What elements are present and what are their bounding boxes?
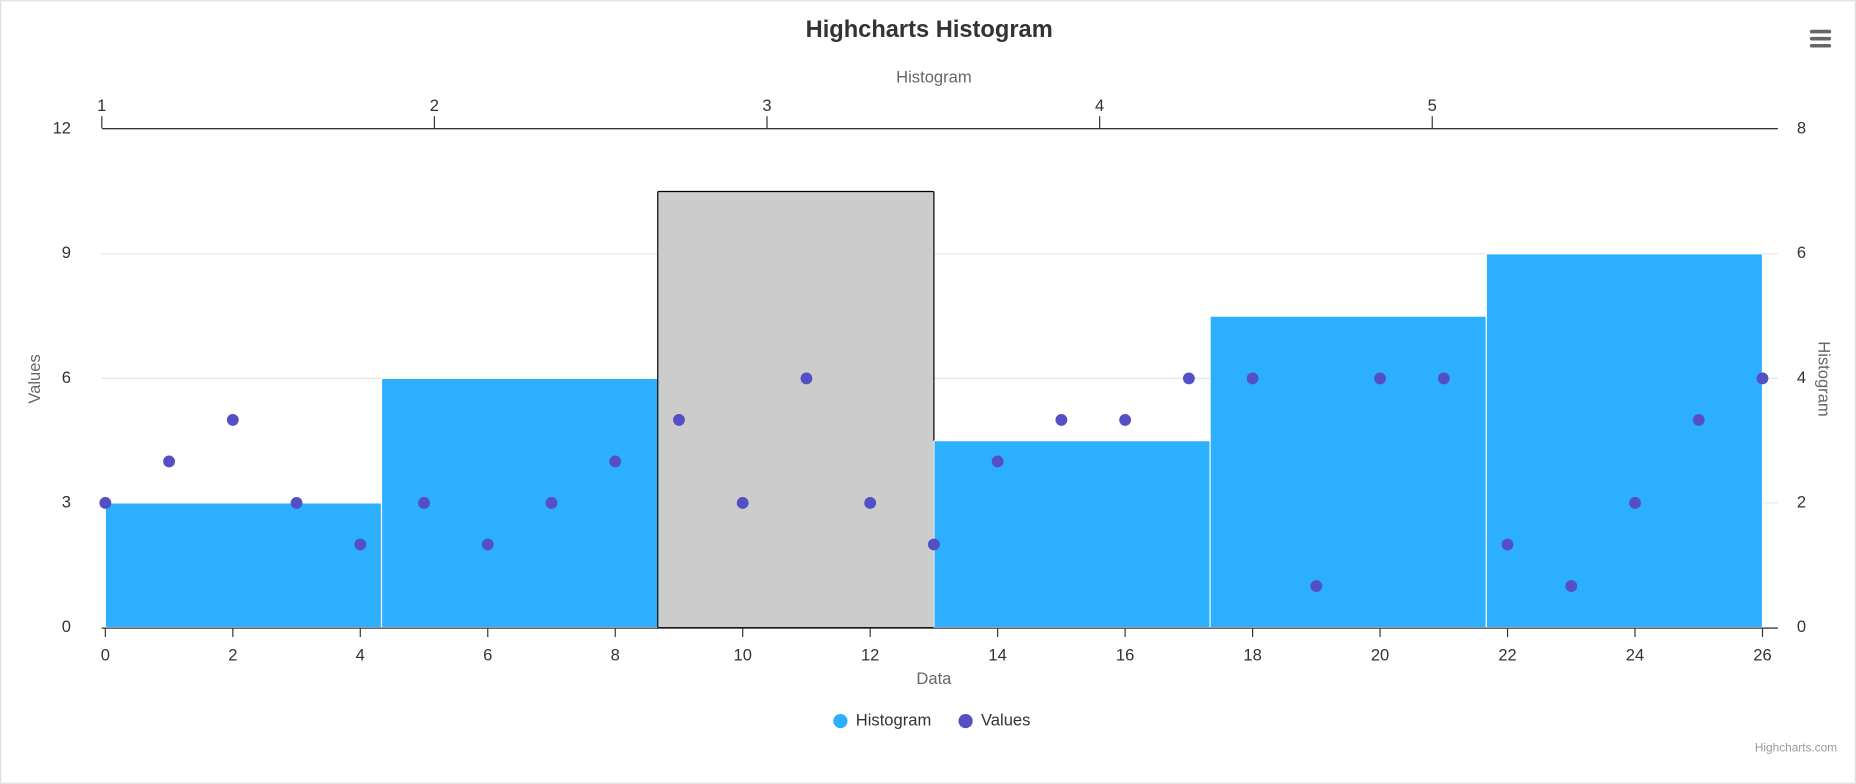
x-tick-label: 0 (101, 645, 110, 664)
histogram-bar[interactable] (104, 502, 383, 629)
x-tick-label: 14 (988, 645, 1006, 664)
x-tick-label: 10 (733, 645, 751, 664)
scatter-point[interactable] (163, 455, 176, 468)
scatter-point[interactable] (354, 538, 367, 551)
scatter-point[interactable] (736, 497, 749, 509)
scatter-point[interactable] (864, 497, 877, 509)
x-tick-label: 20 (1371, 645, 1389, 664)
scatter-point[interactable] (800, 372, 813, 385)
x2-tick-label: 1 (97, 96, 106, 115)
legend-symbol[interactable] (833, 713, 848, 729)
y-tick-label: 12 (53, 119, 71, 138)
scatter-point[interactable] (1756, 372, 1769, 385)
scatter-point[interactable] (418, 497, 430, 509)
scatter-point[interactable] (991, 455, 1004, 468)
legend-label[interactable]: Histogram (856, 710, 931, 729)
scatter-point[interactable] (1629, 497, 1641, 509)
x-axis-title: Data (916, 669, 952, 688)
y-tick-label: 6 (62, 368, 71, 387)
scatter-point[interactable] (226, 413, 239, 426)
scatter-point[interactable] (1310, 580, 1323, 592)
y-tick-label: 3 (62, 492, 71, 511)
y2-tick-label: 2 (1797, 492, 1806, 511)
scatter-point[interactable] (673, 413, 685, 426)
scatter-point[interactable] (928, 538, 940, 551)
x2-tick-label: 5 (1428, 96, 1437, 115)
scatter-point[interactable] (1501, 538, 1514, 551)
y-tick-label: 9 (62, 243, 71, 262)
x2-tick-label: 4 (1095, 96, 1104, 115)
menu-button[interactable] (1809, 29, 1832, 48)
credits: Highcharts.com (1755, 740, 1837, 754)
chart-title: Highcharts Histogram (806, 17, 1053, 43)
x-tick-label: 18 (1243, 645, 1261, 664)
scatter-point[interactable] (1437, 372, 1450, 385)
scatter-point[interactable] (1119, 413, 1132, 426)
y2-tick-label: 6 (1797, 243, 1806, 262)
histogram-bar[interactable] (933, 440, 1211, 629)
scatter-point[interactable] (1692, 413, 1705, 426)
y-tick-label: 0 (62, 617, 71, 636)
scatter-point[interactable] (1374, 372, 1386, 385)
scatter-point[interactable] (99, 497, 112, 509)
x2-tick-label: 2 (430, 96, 439, 115)
x-tick-label: 26 (1753, 645, 1771, 664)
x-tick-label: 8 (611, 645, 620, 664)
y2-axis-title: Histogram (1814, 341, 1833, 416)
x-tick-label: 24 (1626, 645, 1644, 664)
x-tick-label: 22 (1498, 645, 1516, 664)
scatter-point[interactable] (1565, 580, 1578, 592)
x2-tick-label: 3 (762, 96, 771, 115)
y-axis-title: Values (25, 354, 44, 403)
legend-label[interactable]: Values (981, 710, 1030, 729)
y2-tick-label: 4 (1797, 368, 1806, 387)
y2-tick-label: 8 (1797, 119, 1806, 138)
scatter-point[interactable] (481, 538, 494, 551)
x2-axis-title: Histogram (896, 68, 971, 87)
x-tick-label: 16 (1116, 645, 1134, 664)
scatter-point[interactable] (290, 497, 303, 509)
x-tick-label: 2 (228, 645, 237, 664)
x-tick-label: 4 (356, 645, 365, 664)
histogram-bar[interactable] (657, 190, 935, 629)
scatter-point[interactable] (1055, 413, 1068, 426)
scatter-point[interactable] (545, 497, 558, 509)
y2-tick-label: 0 (1797, 617, 1806, 636)
x-tick-label: 6 (483, 645, 492, 664)
scatter-point[interactable] (609, 455, 622, 468)
legend-symbol[interactable] (958, 713, 973, 729)
scatter-point[interactable] (1246, 372, 1259, 385)
x-tick-label: 12 (861, 645, 879, 664)
histogram-bar[interactable] (1485, 253, 1764, 629)
scatter-point[interactable] (1182, 372, 1195, 385)
histogram-bar[interactable] (1209, 315, 1487, 629)
